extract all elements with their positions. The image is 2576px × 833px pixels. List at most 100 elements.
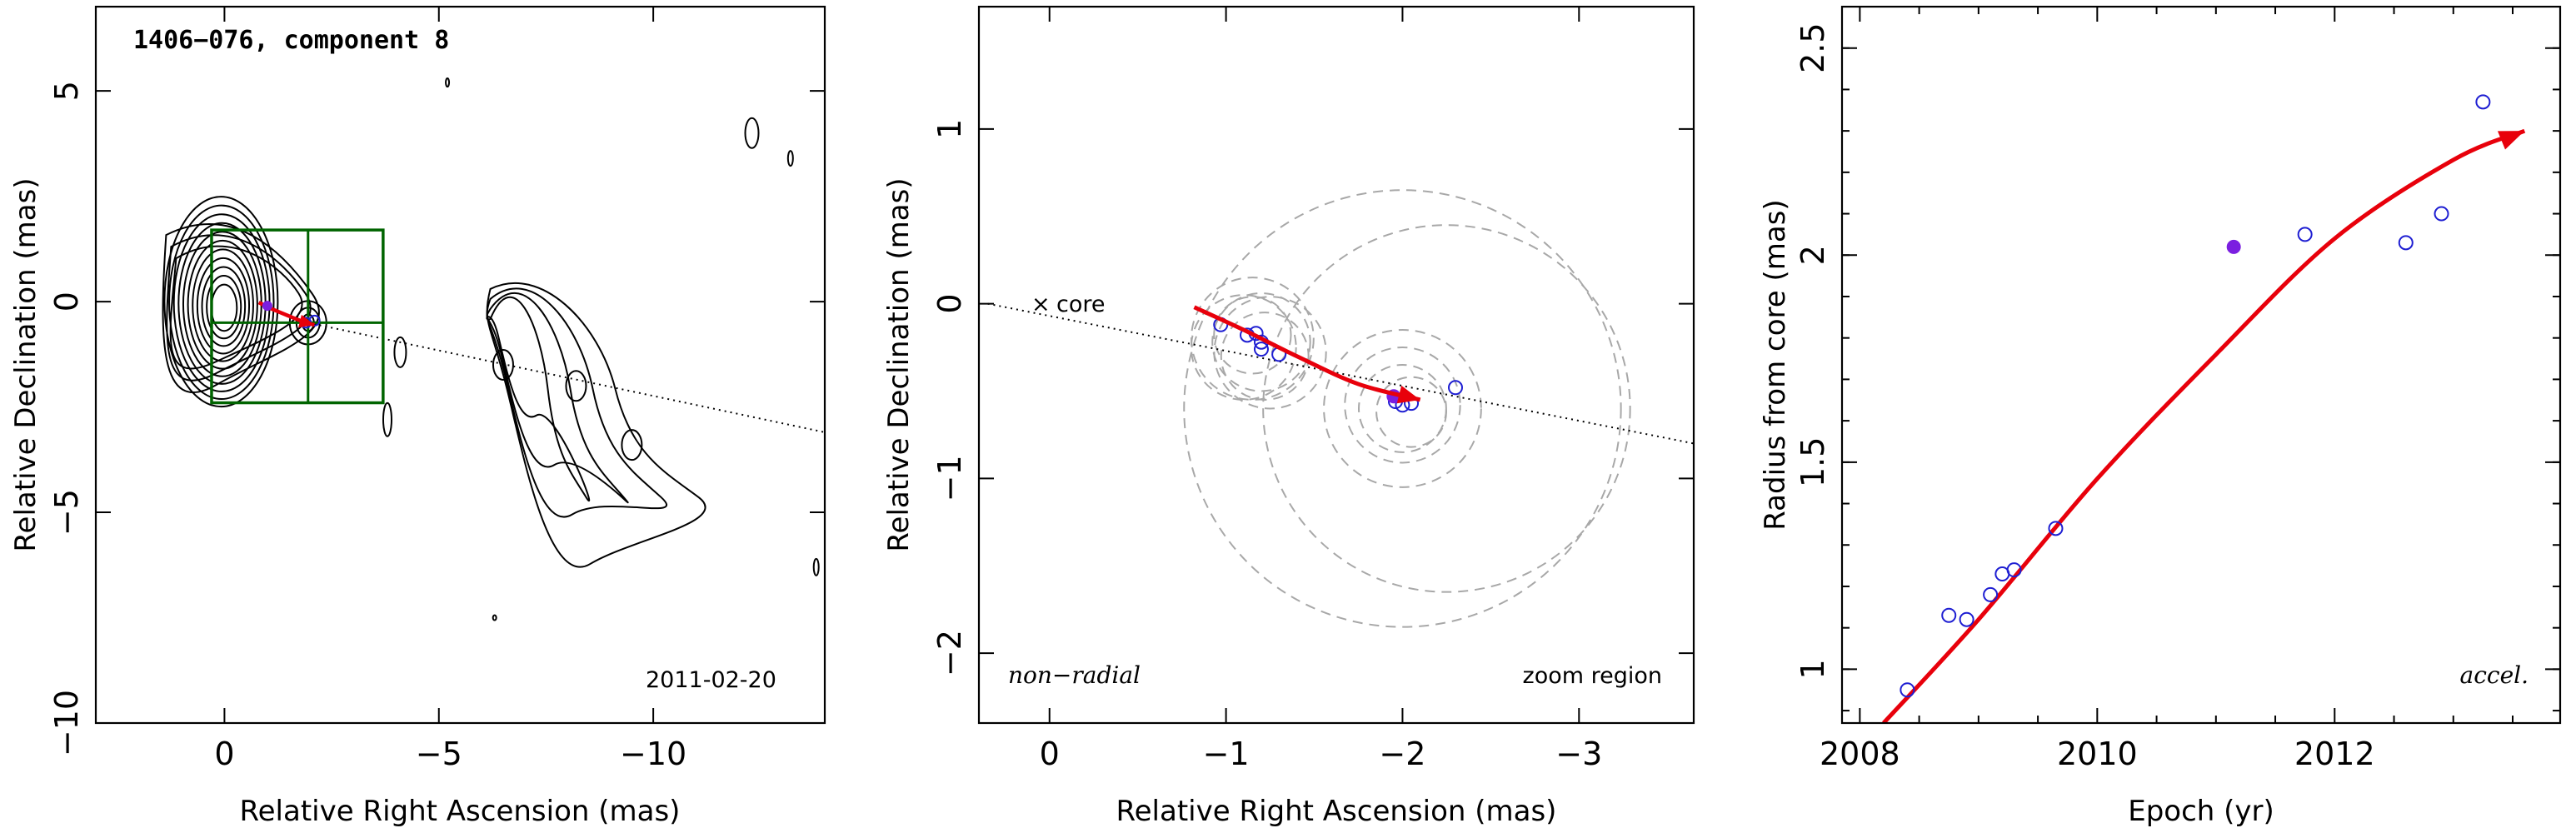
jet-contour: [162, 223, 320, 394]
core-direction-line: [307, 322, 825, 433]
y-tick-label: 1.5: [1795, 437, 1831, 487]
x-tick-label: 2012: [2294, 736, 2375, 772]
jet-island-contour: [621, 429, 643, 461]
component-size-circle: [1220, 312, 1310, 401]
core-marker: ×: [1031, 292, 1051, 317]
jet-contour-downstream: [486, 287, 668, 518]
core-contour: [201, 266, 247, 347]
y-tick-label: 1: [931, 119, 968, 139]
axis-ticks: 0 −5 −10 5 0 −5 −10: [48, 7, 825, 772]
radius-point: [2475, 94, 2491, 110]
component-point: [308, 314, 321, 327]
y-tick-label: 0: [931, 293, 968, 313]
component-position-point: [1448, 380, 1463, 396]
jet-contour-downstream: [486, 296, 591, 501]
core-contour: [187, 239, 258, 370]
component-size-circle: [1375, 376, 1447, 448]
jet-island-contour: [565, 370, 587, 402]
x-tick-label: 0: [1040, 736, 1060, 772]
panel-title: 1406−076, component 8: [133, 26, 449, 55]
x-axis-title: Epoch (yr): [2128, 795, 2274, 828]
zoom-region-label: zoom region: [1523, 663, 1662, 689]
plot-frame: [977, 5, 1695, 725]
core-contour: [196, 257, 251, 355]
plot-frame: [1840, 5, 2562, 725]
axis-ticks: 0 −1 −2 −3 1 0 −1 −2: [931, 7, 1694, 772]
core-contour: [192, 248, 254, 362]
small-contour: [744, 117, 760, 149]
fit-curve: [1882, 128, 2526, 723]
y-tick-label: −10: [48, 690, 85, 756]
y-axis-title: Relative Declination (mas): [9, 177, 42, 551]
radius-plot-area: [1882, 94, 2526, 723]
y-axis-title: Relative Declination (mas): [882, 177, 916, 551]
contour-plot-area: [162, 77, 825, 621]
component-size-circle: [1211, 292, 1311, 392]
contour-panel: 0 −5 −10 5 0 −5 −10 1406−076, component 8 2011…: [9, 5, 826, 828]
core-contour: [163, 196, 279, 408]
y-tick-label: −1: [931, 455, 968, 501]
radius-point: [1983, 586, 1999, 602]
zoom-box: [210, 228, 385, 405]
y-tick-label: 2.5: [1795, 22, 1831, 72]
trajectory-arrowhead: [1396, 385, 1420, 404]
radius-point: [2398, 235, 2414, 251]
core-direction-line: [987, 302, 1694, 445]
core-contour: [206, 275, 242, 340]
axis-ticks: 2008 2010 2012 1 1.5 2 2.5: [1795, 7, 2560, 772]
small-contour: [812, 557, 820, 576]
core-label: core: [1056, 292, 1105, 317]
epoch-date-label: 2011-02-20: [646, 667, 776, 693]
small-contour: [445, 77, 451, 88]
x-axis-title: Relative Right Ascension (mas): [1116, 795, 1557, 828]
y-tick-label: −2: [931, 630, 968, 676]
zoom-panel: 0 −1 −2 −3 1 0 −1 −2 × core non−radial zoom reg…: [882, 5, 1695, 828]
trajectory-arrowhead: [298, 314, 315, 328]
radius-point: [2297, 227, 2313, 242]
core-contour: [168, 204, 275, 401]
jet-contour: [166, 234, 312, 382]
jet-island-contour: [492, 349, 514, 381]
fit-curve-arrowhead: [2497, 131, 2525, 150]
component-size-circle: [1344, 347, 1461, 464]
component-position-point: [1253, 342, 1269, 357]
component-size-circle: [1183, 189, 1622, 628]
small-contour: [492, 614, 497, 621]
radius-point: [1941, 607, 1957, 623]
radius-point: [1900, 682, 1915, 698]
small-contour: [393, 336, 407, 368]
highlight-point: [2226, 239, 2241, 254]
x-tick-label: −10: [620, 736, 686, 772]
component-size-circle: [1190, 294, 1297, 401]
small-contour: [786, 150, 794, 167]
component-size-circle: [1213, 296, 1292, 375]
x-tick-label: −1: [1203, 736, 1250, 772]
x-tick-label: −2: [1379, 736, 1425, 772]
radius-point: [2048, 521, 2064, 536]
x-tick-label: −3: [1555, 736, 1602, 772]
y-tick-label: 5: [48, 81, 85, 101]
jet-contour-downstream: [486, 282, 706, 568]
y-tick-label: 2: [1795, 245, 1831, 265]
y-tick-label: 1: [1795, 659, 1831, 679]
jet-contour: [169, 245, 303, 370]
trajectory-arrow: [1193, 305, 1421, 402]
non-radial-label: non−radial: [1008, 661, 1141, 689]
component-size-circle: [1323, 329, 1482, 488]
component-size-circle: [1358, 364, 1447, 453]
jet-contour-downstream: [486, 292, 629, 504]
highlight-point: [262, 301, 272, 312]
radius-point: [1959, 611, 1974, 627]
plot-frame: [94, 5, 826, 725]
x-tick-label: 2010: [2057, 736, 2138, 772]
radius-point: [2434, 206, 2449, 222]
x-tick-label: 2008: [1820, 736, 1900, 772]
x-axis-title: Relative Right Ascension (mas): [240, 795, 681, 828]
x-tick-label: 0: [214, 736, 234, 772]
y-axis-title: Radius from core (mas): [1759, 199, 1792, 530]
component-size-circle: [1213, 296, 1327, 410]
small-contour: [382, 402, 392, 437]
accel-label: accel.: [2460, 661, 2529, 689]
y-tick-label: 0: [48, 292, 85, 312]
